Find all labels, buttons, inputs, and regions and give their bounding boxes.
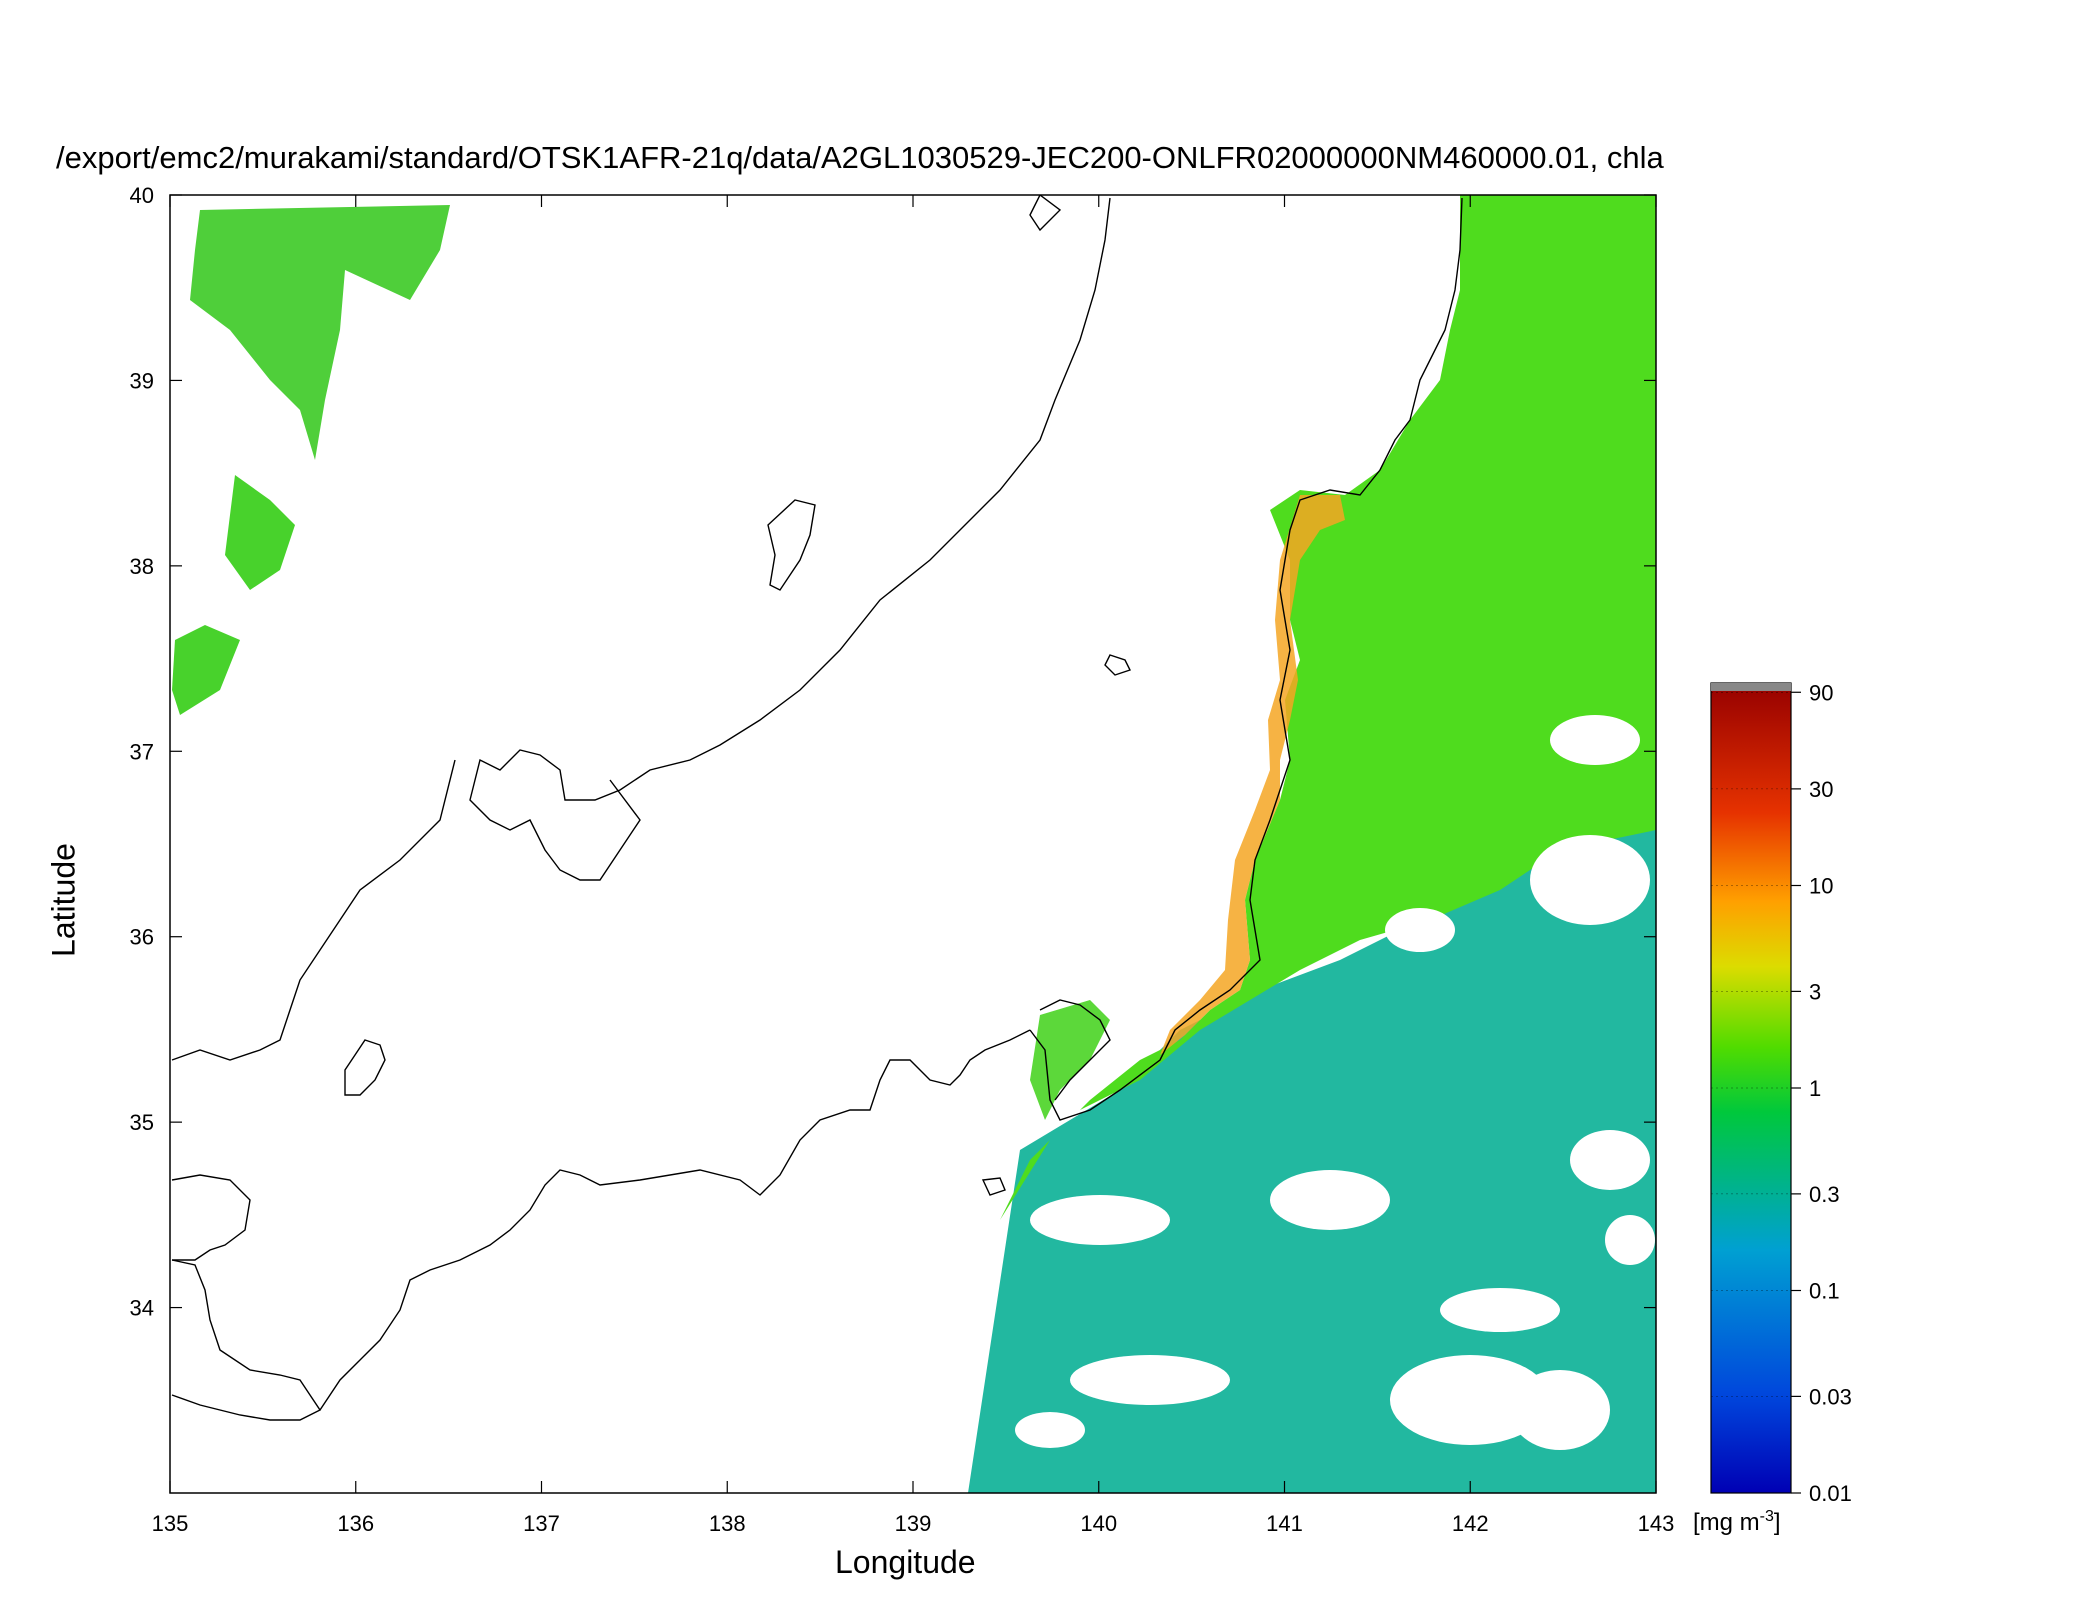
x-tick-label: 143 [1638, 1511, 1675, 1536]
map-title: /export/emc2/murakami/standard/OTSK1AFR-… [56, 140, 1664, 175]
colorbar-tick-label: 0.1 [1809, 1279, 1840, 1304]
colorbar-overflow [1711, 683, 1791, 691]
coastline-tokyo-bay [1039, 999, 1111, 1101]
y-tick-label: 37 [130, 739, 154, 764]
colorbar-tick-label: 10 [1809, 874, 1833, 899]
colorbar: 90 30 10 3 1 0.3 0.1 0.03 0.01 [1710, 680, 1852, 1506]
x-tick-label: 141 [1266, 1511, 1303, 1536]
chla-coastal [1000, 195, 1656, 1220]
colorbar-tick-label: 3 [1809, 979, 1821, 1004]
x-tick-label: 139 [895, 1511, 932, 1536]
coastline-izu-island-1 [981, 1177, 1006, 1196]
coastline-sado [767, 499, 816, 591]
x-tick-label: 136 [337, 1511, 374, 1536]
x-tick-label: 137 [523, 1511, 560, 1536]
coastline-kii-2 [171, 1259, 322, 1421]
chlorophyll-layer [171, 195, 1656, 1493]
coastline-east-honshu [1029, 197, 1463, 1121]
chla-patch-w2 [172, 625, 240, 715]
colorbar-tick-label: 0.3 [1809, 1182, 1840, 1207]
chla-patch-w1 [225, 475, 295, 590]
x-tick-label: 140 [1080, 1511, 1117, 1536]
x-tick-label: 142 [1452, 1511, 1489, 1536]
chla-patch-nw [190, 205, 450, 460]
y-tick-label: 39 [130, 368, 154, 393]
coastline-kii [171, 1174, 251, 1261]
coastline-honshu-west [469, 197, 1111, 881]
coastline-izu-island-2 [1104, 654, 1131, 676]
colorbar-tick-label: 1 [1809, 1076, 1821, 1101]
y-axis-ticks: 40 39 38 37 36 35 34 [130, 183, 1656, 1321]
colorbar-tick-label: 0.03 [1809, 1384, 1852, 1409]
y-tick-label: 36 [130, 925, 154, 950]
y-tick-label: 40 [130, 183, 154, 208]
y-tick-label: 38 [130, 554, 154, 579]
colorbar-ticks: 90 30 10 3 1 0.3 0.1 0.03 0.01 [1711, 680, 1852, 1506]
colorbar-tick-label: 90 [1809, 680, 1833, 705]
colorbar-tick-label: 0.01 [1809, 1481, 1852, 1506]
coastlines [171, 195, 1463, 1421]
chla-tokyo-bay [1030, 1000, 1110, 1120]
x-tick-label: 135 [152, 1511, 189, 1536]
coastline-south-honshu [319, 1029, 1031, 1411]
cloud-gaps [1015, 715, 1655, 1450]
x-tick-label: 138 [709, 1511, 746, 1536]
coastline-lake-biwa [344, 1039, 386, 1096]
y-axis-label: Latitude [45, 843, 82, 957]
colorbar-unit: [mg m-3] [1693, 1508, 1781, 1536]
x-axis-ticks: 135 136 137 138 139 140 141 142 143 [152, 195, 1675, 1536]
colorbar-tick-label: 30 [1809, 777, 1833, 802]
coastline-honshu-south [171, 759, 456, 1061]
x-axis-label: Longitude [835, 1544, 976, 1580]
y-tick-label: 34 [130, 1296, 154, 1321]
coastline-oga [1029, 195, 1062, 232]
y-tick-label: 35 [130, 1110, 154, 1135]
